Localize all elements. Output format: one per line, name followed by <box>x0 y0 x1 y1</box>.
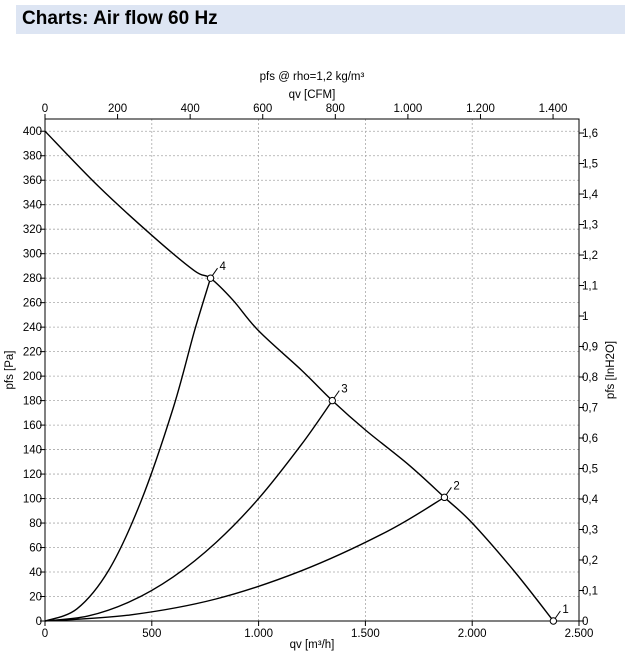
y-tick-label: 380 <box>23 151 42 163</box>
y2-tick-label: 0,1 <box>582 586 598 598</box>
y2-tick-label: 0,3 <box>582 525 598 537</box>
y-tick-label: 220 <box>23 347 42 359</box>
y2-tick-label: 0,9 <box>582 342 598 354</box>
x-tick-label: 2.500 <box>565 628 594 640</box>
system-curve-line <box>44 496 445 622</box>
operating-point-label: 4 <box>220 261 227 273</box>
y2-tick-label: 1,4 <box>582 189 599 201</box>
y2-tick-label: 0,6 <box>582 433 598 445</box>
y-tick-label: 320 <box>23 224 42 236</box>
x-tick-label: 2.000 <box>458 628 487 640</box>
x2-tick-label: 0 <box>42 103 48 115</box>
x-tick-label: 500 <box>142 628 161 640</box>
y-tick-label: 120 <box>23 469 42 481</box>
operating-point-marker <box>549 617 558 625</box>
y-tick-label: 260 <box>23 298 42 310</box>
y2-tick-label: 1,2 <box>582 250 598 262</box>
y-tick-label: 40 <box>29 567 42 579</box>
y-tick-label: 360 <box>23 175 42 187</box>
plot-frame <box>44 118 580 622</box>
y2-tick-label: 0,2 <box>582 555 598 567</box>
operating-point-marker <box>328 396 336 405</box>
y-tick-label: 60 <box>29 543 42 555</box>
operating-point-label: 2 <box>453 480 459 492</box>
right-axis-label: pfs [InH2O] <box>605 341 617 399</box>
top-axis-label: qv [CFM] <box>289 89 336 101</box>
y-tick-label: 400 <box>23 126 42 138</box>
system-curve-line <box>44 277 212 622</box>
y2-tick-label: 1 <box>582 311 588 323</box>
y2-tick-label: 1,5 <box>582 159 598 171</box>
grid <box>45 119 579 621</box>
y-tick-label: 240 <box>23 322 42 334</box>
y-tick-label: 100 <box>23 494 42 506</box>
y-tick-label: 280 <box>23 273 42 285</box>
operating-point-label: 1 <box>562 604 568 616</box>
y2-tick-label: 1,1 <box>582 281 598 293</box>
operating-point-label: 3 <box>341 384 347 396</box>
bottom-axis-label: qv [m³/h] <box>290 639 335 651</box>
y2-tick-label: 0,5 <box>582 464 598 476</box>
x2-tick-label: 1.400 <box>539 103 568 115</box>
y-tick-label: 340 <box>23 200 42 212</box>
curves <box>44 130 554 622</box>
x2-tick-label: 400 <box>181 103 200 115</box>
y-tick-label: 160 <box>23 420 42 432</box>
y2-tick-label: 1,3 <box>582 220 598 232</box>
x-tick-label: 1.500 <box>351 628 380 640</box>
x2-tick-label: 1.200 <box>466 103 495 115</box>
y-tick-label: 300 <box>23 249 42 261</box>
section-header: Charts: Air flow 60 Hz <box>16 5 625 34</box>
operating-point-marker <box>440 493 449 502</box>
y-tick-label: 180 <box>23 396 42 408</box>
x2-tick-label: 200 <box>108 103 127 115</box>
section-title: Charts: Air flow 60 Hz <box>22 8 218 29</box>
x2-tick-label: 800 <box>326 103 345 115</box>
y-tick-label: 140 <box>23 445 42 457</box>
y-tick-label: 0 <box>36 616 42 628</box>
left-axis-label: pfs [Pa] <box>4 351 16 390</box>
y-tick-label: 200 <box>23 371 42 383</box>
y2-tick-label: 0 <box>582 616 588 628</box>
x2-tick-label: 1.000 <box>394 103 423 115</box>
y2-tick-label: 0,7 <box>582 403 598 415</box>
x2-tick-label: 600 <box>253 103 272 115</box>
y2-tick-label: 0,8 <box>582 372 598 384</box>
x-tick-label: 0 <box>42 628 48 640</box>
chart-title: pfs @ rho=1,2 kg/m³ <box>260 71 365 83</box>
system-curve-line <box>44 400 333 622</box>
x-tick-label: 1.000 <box>244 628 273 640</box>
operating-points: 1 2 3 4 <box>206 261 569 625</box>
y2-tick-label: 1,6 <box>582 128 598 140</box>
y2-tick-label: 0,4 <box>582 494 599 506</box>
y-tick-label: 20 <box>29 592 42 604</box>
y-tick-label: 80 <box>29 518 42 530</box>
fan-curve-line <box>44 130 554 622</box>
operating-point-marker <box>206 274 215 282</box>
